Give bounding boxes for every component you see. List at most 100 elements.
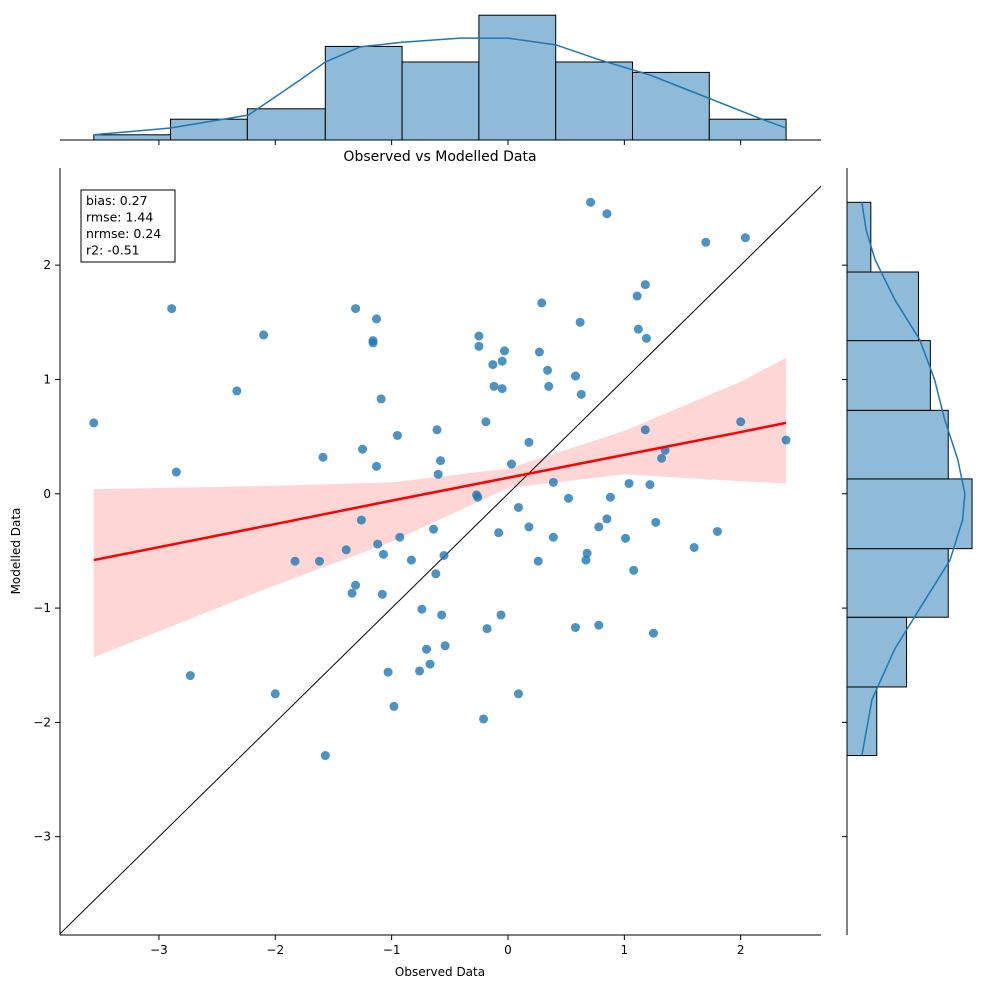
x-tick-label: 0	[504, 943, 512, 957]
point	[290, 556, 300, 566]
point	[488, 360, 498, 370]
point	[624, 478, 634, 488]
histogram-bar	[93, 134, 172, 141]
annotation-text: r2: -0.51	[86, 243, 140, 258]
point	[537, 298, 547, 308]
point	[499, 346, 509, 356]
point	[563, 493, 573, 503]
histogram-bar	[324, 45, 403, 141]
point	[736, 417, 746, 427]
point	[320, 751, 330, 761]
x-axis-label: Observed Data	[395, 965, 485, 979]
histogram-bar	[846, 548, 949, 618]
identity-line	[60, 185, 821, 935]
point	[640, 425, 650, 435]
point	[406, 555, 416, 565]
point	[372, 314, 382, 324]
point	[395, 532, 405, 542]
kde-line	[93, 37, 787, 136]
point	[494, 528, 504, 538]
point	[479, 714, 489, 724]
point	[543, 365, 553, 375]
point	[341, 545, 351, 555]
point	[259, 330, 269, 340]
histogram-bar	[708, 118, 787, 141]
x-tick-label: −3	[150, 943, 168, 957]
point	[482, 624, 492, 634]
point	[524, 437, 534, 447]
point	[586, 197, 596, 207]
point	[605, 492, 615, 502]
point	[358, 444, 368, 454]
point	[513, 689, 523, 699]
point	[640, 280, 650, 290]
point	[440, 641, 450, 651]
point	[437, 610, 447, 620]
y-tick-label: −2	[33, 715, 51, 729]
plot-area	[60, 185, 821, 935]
point	[629, 565, 639, 575]
point	[378, 549, 388, 559]
point	[383, 667, 393, 677]
point	[389, 701, 399, 711]
histogram-bar	[246, 108, 326, 141]
point	[621, 533, 631, 543]
x-tick-label: −2	[266, 943, 284, 957]
point	[372, 461, 382, 471]
point	[524, 522, 534, 532]
point	[575, 317, 585, 327]
histogram-bar	[846, 271, 919, 342]
point	[351, 580, 361, 590]
y-tick-label: 2	[43, 258, 51, 272]
point	[648, 628, 658, 638]
point	[433, 469, 443, 479]
point	[533, 556, 543, 566]
point	[641, 333, 651, 343]
x-tick-label: 1	[621, 943, 629, 957]
point	[602, 209, 612, 219]
y-axis-label: Modelled Data	[9, 508, 23, 595]
point	[473, 492, 483, 502]
point	[576, 389, 586, 399]
histogram-bar	[401, 61, 480, 141]
point	[740, 233, 750, 243]
point	[415, 666, 425, 676]
point	[171, 467, 181, 477]
point	[89, 418, 99, 428]
annotation-text: nrmse: 0.24	[86, 226, 161, 241]
point	[513, 502, 523, 512]
point	[632, 291, 642, 301]
histogram-bar	[846, 616, 908, 688]
point	[431, 569, 441, 579]
kde-line	[861, 202, 966, 756]
point	[548, 477, 558, 487]
point	[506, 459, 516, 469]
y-tick-label: −1	[33, 601, 51, 615]
point	[356, 515, 366, 525]
point	[594, 620, 604, 630]
point	[429, 524, 439, 534]
point	[474, 331, 484, 341]
point	[544, 381, 554, 391]
y-tick-label: −3	[33, 830, 51, 844]
point	[270, 689, 280, 699]
point	[712, 526, 722, 536]
histogram-bar	[846, 409, 949, 480]
point	[581, 555, 591, 565]
x-tick-label: 2	[737, 943, 745, 957]
histogram-bar	[846, 340, 931, 411]
point	[781, 435, 791, 445]
point	[689, 542, 699, 552]
point	[185, 671, 195, 681]
point	[425, 659, 435, 669]
point	[657, 453, 667, 463]
histogram-bar	[846, 478, 973, 550]
regression-line	[93, 421, 787, 562]
point	[439, 551, 449, 561]
annotation-text: bias: 0.27	[86, 193, 148, 208]
point	[432, 425, 442, 435]
point	[318, 452, 328, 462]
y-tick-label: 1	[43, 372, 51, 386]
